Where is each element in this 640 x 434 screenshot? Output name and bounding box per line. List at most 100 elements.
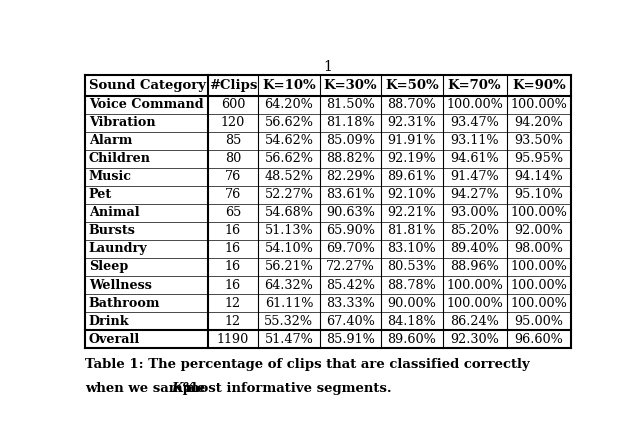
Text: Alarm: Alarm xyxy=(89,134,132,147)
Text: 56.62%: 56.62% xyxy=(264,152,314,165)
Text: 72.27%: 72.27% xyxy=(326,260,375,273)
Text: Voice Command: Voice Command xyxy=(89,98,204,111)
Text: 96.60%: 96.60% xyxy=(515,332,563,345)
Text: K=90%: K=90% xyxy=(512,79,566,92)
Text: 80: 80 xyxy=(225,152,241,165)
Text: Table 1: The percentage of clips that are classified correctly: Table 1: The percentage of clips that ar… xyxy=(85,358,530,371)
Text: 85.20%: 85.20% xyxy=(450,224,499,237)
Text: 12: 12 xyxy=(225,296,241,309)
Text: 12: 12 xyxy=(225,315,241,328)
Text: 92.00%: 92.00% xyxy=(515,224,563,237)
Text: 1: 1 xyxy=(324,60,332,75)
Text: 88.70%: 88.70% xyxy=(387,98,436,111)
Text: 92.10%: 92.10% xyxy=(387,188,436,201)
Text: 85: 85 xyxy=(225,134,241,147)
Text: 88.82%: 88.82% xyxy=(326,152,375,165)
Text: 600: 600 xyxy=(221,98,245,111)
Text: #Clips: #Clips xyxy=(209,79,257,92)
Text: 100.00%: 100.00% xyxy=(511,206,567,219)
Text: Pet: Pet xyxy=(89,188,112,201)
Text: 91.91%: 91.91% xyxy=(387,134,436,147)
Text: 85.91%: 85.91% xyxy=(326,332,375,345)
Text: 69.70%: 69.70% xyxy=(326,243,375,256)
Text: 88.96%: 88.96% xyxy=(450,260,499,273)
Text: 81.18%: 81.18% xyxy=(326,116,374,129)
Text: 81.50%: 81.50% xyxy=(326,98,375,111)
Text: 100.00%: 100.00% xyxy=(511,260,567,273)
Text: Wellness: Wellness xyxy=(89,279,152,292)
Text: 89.61%: 89.61% xyxy=(387,170,436,183)
Text: K=70%: K=70% xyxy=(448,79,502,92)
Text: K=10%: K=10% xyxy=(262,79,316,92)
Text: 95.00%: 95.00% xyxy=(515,315,563,328)
Text: 93.50%: 93.50% xyxy=(515,134,563,147)
Text: 94.20%: 94.20% xyxy=(515,116,563,129)
Text: 16: 16 xyxy=(225,224,241,237)
Text: Bathroom: Bathroom xyxy=(89,296,161,309)
Text: 92.31%: 92.31% xyxy=(387,116,436,129)
Text: 82.29%: 82.29% xyxy=(326,170,375,183)
Text: 100.00%: 100.00% xyxy=(446,296,503,309)
Text: 54.10%: 54.10% xyxy=(264,243,314,256)
Text: 100.00%: 100.00% xyxy=(511,98,567,111)
Text: 80.53%: 80.53% xyxy=(387,260,436,273)
Text: 54.62%: 54.62% xyxy=(264,134,314,147)
Text: K=30%: K=30% xyxy=(324,79,377,92)
Text: 48.52%: 48.52% xyxy=(264,170,314,183)
Text: 16: 16 xyxy=(225,279,241,292)
Text: 61.11%: 61.11% xyxy=(265,296,313,309)
Text: 85.42%: 85.42% xyxy=(326,279,375,292)
Text: Children: Children xyxy=(89,152,151,165)
Text: 94.14%: 94.14% xyxy=(515,170,563,183)
Text: 86.24%: 86.24% xyxy=(450,315,499,328)
Text: 89.40%: 89.40% xyxy=(450,243,499,256)
Text: 83.33%: 83.33% xyxy=(326,296,375,309)
Text: 120: 120 xyxy=(221,116,245,129)
Text: 85.09%: 85.09% xyxy=(326,134,375,147)
Text: 100.00%: 100.00% xyxy=(446,279,503,292)
Text: 93.00%: 93.00% xyxy=(450,206,499,219)
Text: 92.30%: 92.30% xyxy=(450,332,499,345)
Text: 89.60%: 89.60% xyxy=(387,332,436,345)
Text: 51.47%: 51.47% xyxy=(264,332,314,345)
Text: 64.20%: 64.20% xyxy=(264,98,314,111)
Text: Vibration: Vibration xyxy=(89,116,156,129)
Text: 98.00%: 98.00% xyxy=(515,243,563,256)
Text: 90.63%: 90.63% xyxy=(326,206,375,219)
Text: Animal: Animal xyxy=(89,206,140,219)
Text: Sound Category: Sound Category xyxy=(89,79,206,92)
Text: 92.19%: 92.19% xyxy=(387,152,436,165)
Text: 76: 76 xyxy=(225,170,241,183)
Text: 88.78%: 88.78% xyxy=(387,279,436,292)
Text: 93.47%: 93.47% xyxy=(450,116,499,129)
Text: 84.18%: 84.18% xyxy=(387,315,436,328)
Text: 95.10%: 95.10% xyxy=(515,188,563,201)
Text: 94.27%: 94.27% xyxy=(450,188,499,201)
Text: 56.21%: 56.21% xyxy=(264,260,314,273)
Text: 81.81%: 81.81% xyxy=(387,224,436,237)
Text: Bursts: Bursts xyxy=(89,224,136,237)
Text: when we sample: when we sample xyxy=(85,381,210,395)
Text: Laundry: Laundry xyxy=(89,243,148,256)
Text: 100.00%: 100.00% xyxy=(511,296,567,309)
Text: Drink: Drink xyxy=(89,315,129,328)
Text: K=50%: K=50% xyxy=(385,79,438,92)
Text: 94.61%: 94.61% xyxy=(451,152,499,165)
Text: 56.62%: 56.62% xyxy=(264,116,314,129)
Text: 16: 16 xyxy=(225,243,241,256)
Text: K%: K% xyxy=(171,381,195,395)
Text: Overall: Overall xyxy=(89,332,140,345)
Text: 16: 16 xyxy=(225,260,241,273)
Text: 95.95%: 95.95% xyxy=(515,152,563,165)
Text: 92.21%: 92.21% xyxy=(387,206,436,219)
Text: 91.47%: 91.47% xyxy=(451,170,499,183)
Text: 100.00%: 100.00% xyxy=(511,279,567,292)
Text: 55.32%: 55.32% xyxy=(264,315,314,328)
Text: 100.00%: 100.00% xyxy=(446,98,503,111)
Text: Music: Music xyxy=(89,170,132,183)
Text: 65.90%: 65.90% xyxy=(326,224,375,237)
Text: 65: 65 xyxy=(225,206,241,219)
Text: Sleep: Sleep xyxy=(89,260,128,273)
Text: 1190: 1190 xyxy=(217,332,249,345)
Text: 93.11%: 93.11% xyxy=(451,134,499,147)
